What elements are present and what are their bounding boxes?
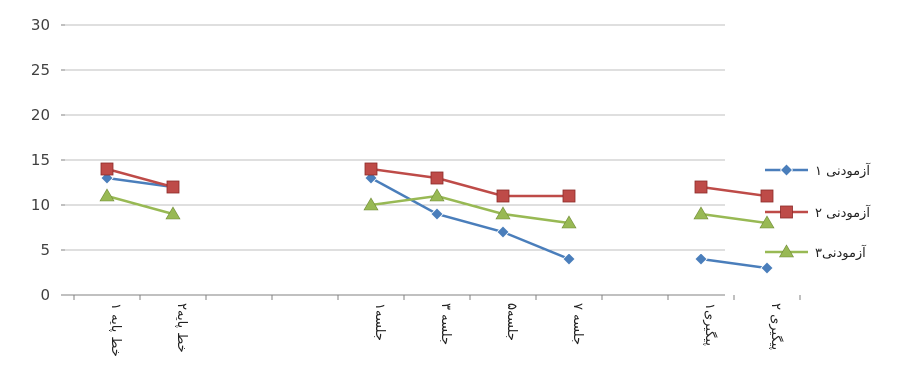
data-point — [562, 189, 576, 203]
data-point — [693, 206, 709, 220]
data-point — [364, 162, 378, 176]
data-point — [429, 188, 445, 202]
legend-label: آزمودنی ۱ — [815, 162, 871, 179]
legend-label: آزمودنی ۲ — [815, 204, 871, 221]
legend-marker — [778, 244, 795, 258]
series-line — [370, 194, 570, 225]
y-tick-label: 25 — [31, 61, 50, 79]
data-point — [760, 189, 774, 203]
data-point — [561, 215, 577, 229]
data-point — [100, 162, 114, 176]
x-tick-label: جلسه۱ — [372, 303, 387, 341]
series-1 — [100, 171, 774, 275]
data-point — [363, 197, 379, 211]
data-point — [496, 189, 510, 203]
x-tick-label: پیگیری۱ — [702, 303, 718, 346]
series-line — [700, 185, 768, 198]
x-tick-label: خط پایه۲ — [174, 303, 189, 353]
y-tick-label: 5 — [40, 241, 50, 259]
y-tick-label: 20 — [31, 106, 50, 124]
series-line — [106, 167, 174, 189]
y-tick-label: 15 — [31, 151, 50, 169]
x-tick-label: پیگیری ۲ — [768, 303, 784, 350]
series-line — [370, 167, 569, 198]
series-line — [370, 176, 570, 261]
data-point — [99, 188, 115, 202]
legend-label: آزمودنی۳ — [815, 244, 867, 261]
data-point — [694, 252, 708, 266]
data-point — [495, 206, 511, 220]
legend: آزمودنی ۱ آزمودنی ۲ آزمودنی۳ — [765, 162, 871, 261]
series-2 — [100, 162, 774, 203]
series-line — [700, 212, 768, 225]
data-point — [759, 215, 775, 229]
data-point — [165, 206, 181, 220]
x-tick-label: جلسه۵ — [504, 303, 519, 341]
legend-marker — [779, 163, 794, 177]
y-axis-ticks: 0 5 10 15 20 25 30 — [31, 16, 65, 304]
legend-marker — [780, 205, 793, 219]
x-tick-label: جلسه ۷ — [570, 303, 585, 345]
data-point — [166, 180, 180, 194]
legend-item: آزمودنی ۱ — [765, 162, 871, 179]
x-axis-ticks: خط پایه ۱ خط پایه۲ جلسه۱ جلسه ۳ جلسه۵ جلسه ۷ پ… — [73, 295, 801, 357]
y-tick-label: 10 — [31, 196, 50, 214]
data-point — [430, 171, 444, 185]
series-line — [106, 176, 174, 189]
data-point — [694, 180, 708, 194]
legend-item: آزمودنی ۲ — [765, 204, 871, 221]
gridlines — [65, 24, 725, 251]
series-3 — [99, 188, 775, 229]
y-tick-label: 30 — [31, 16, 50, 34]
x-tick-label: خط پایه ۱ — [108, 303, 123, 357]
data-point — [760, 261, 774, 275]
data-point — [562, 252, 576, 266]
y-tick-label: 0 — [40, 286, 50, 304]
series-layer — [99, 162, 775, 275]
data-point — [496, 225, 510, 239]
legend-item: آزمودنی۳ — [765, 244, 867, 261]
series-line — [700, 257, 768, 270]
series-line — [106, 194, 174, 216]
x-tick-label: جلسه ۳ — [438, 303, 453, 345]
data-point — [430, 207, 444, 221]
